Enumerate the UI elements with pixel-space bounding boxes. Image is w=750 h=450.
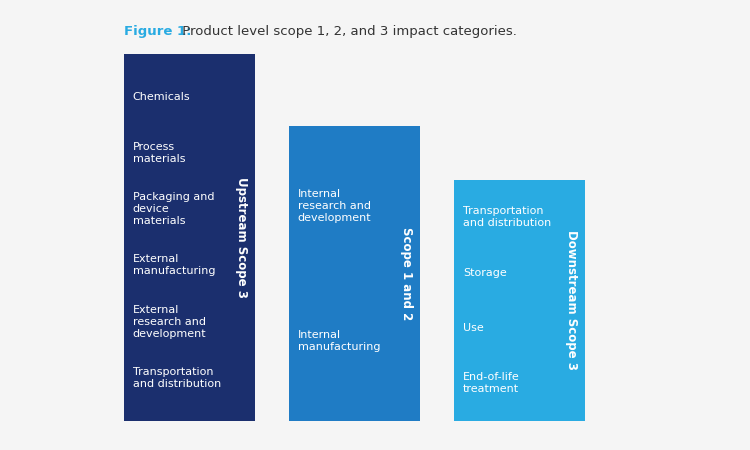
Text: Storage: Storage bbox=[463, 268, 506, 278]
Text: Use: Use bbox=[463, 323, 484, 333]
Text: Transportation
and distribution: Transportation and distribution bbox=[133, 367, 221, 389]
Text: Downstream Scope 3: Downstream Scope 3 bbox=[565, 230, 578, 370]
Text: End-of-life
treatment: End-of-life treatment bbox=[463, 373, 520, 395]
Text: Scope 1 and 2: Scope 1 and 2 bbox=[400, 227, 413, 320]
Text: Chemicals: Chemicals bbox=[133, 92, 190, 102]
Text: Transportation
and distribution: Transportation and distribution bbox=[463, 206, 551, 228]
Text: Internal
manufacturing: Internal manufacturing bbox=[298, 330, 380, 352]
Bar bbox=[124, 54, 255, 421]
Text: Figure 1:: Figure 1: bbox=[124, 25, 191, 38]
Text: Process
materials: Process materials bbox=[133, 142, 185, 164]
Text: Packaging and
device
materials: Packaging and device materials bbox=[133, 192, 214, 226]
Text: Internal
research and
development: Internal research and development bbox=[298, 189, 371, 223]
Text: Product level scope 1, 2, and 3 impact categories.: Product level scope 1, 2, and 3 impact c… bbox=[178, 25, 517, 38]
Text: External
manufacturing: External manufacturing bbox=[133, 255, 215, 276]
Text: External
research and
development: External research and development bbox=[133, 305, 206, 339]
Text: Upstream Scope 3: Upstream Scope 3 bbox=[235, 177, 248, 298]
Bar bbox=[454, 180, 585, 421]
Bar bbox=[289, 126, 420, 421]
